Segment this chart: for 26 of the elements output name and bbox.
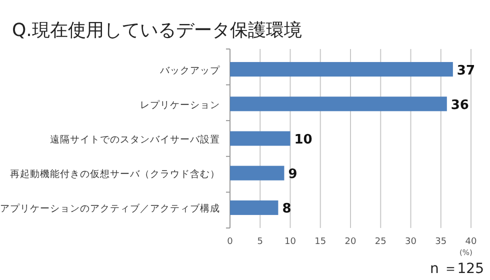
y-tick-label: アプリケーションのアクティブ／アクティブ構成 <box>0 202 220 215</box>
x-tick-label: 40 <box>465 237 477 247</box>
x-tick-label: 35 <box>435 237 447 247</box>
y-tick-label: バックアップ <box>159 64 221 76</box>
x-tick-label: 30 <box>405 237 417 247</box>
bar <box>230 96 447 112</box>
x-tick-label: 25 <box>374 237 386 247</box>
data-label: 37 <box>456 63 476 78</box>
y-tick-label: レプリケーション <box>140 98 220 111</box>
x-tick-label: 15 <box>314 237 326 247</box>
bar <box>230 131 290 146</box>
x-tick-label: 10 <box>284 237 296 247</box>
data-label: 36 <box>450 98 469 113</box>
y-tick-label: 遠隔サイトでのスタンバイサーバ設置 <box>50 134 220 146</box>
bar <box>230 62 453 77</box>
y-tick-label: 再起動機能付きの仮想サーバ（クラウド含む） <box>10 168 220 180</box>
chart-title: Q.現在使用しているデータ保護環境 <box>12 20 302 41</box>
data-label: 9 <box>288 167 298 182</box>
text: n ＝125 <box>430 261 484 277</box>
bar <box>230 166 284 180</box>
x-tick-label: 20 <box>344 237 356 247</box>
x-tick-label: 0 <box>227 237 234 247</box>
data-label: 8 <box>282 202 292 217</box>
bar <box>230 200 278 215</box>
data-label: 10 <box>294 132 312 148</box>
x-tick-label: 5 <box>257 237 263 247</box>
